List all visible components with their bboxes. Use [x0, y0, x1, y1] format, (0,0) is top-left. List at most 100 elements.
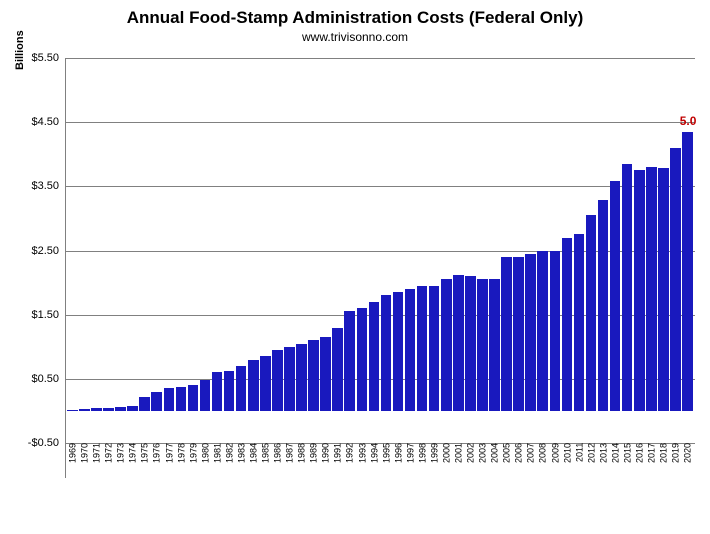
x-tick-label: 2002	[465, 443, 476, 478]
x-tick-label: 1976	[151, 443, 162, 478]
x-tick-label: 1972	[103, 443, 114, 478]
y-tick-label: $2.50	[31, 245, 59, 257]
bar	[646, 167, 657, 411]
bar	[103, 408, 114, 411]
x-tick-label: 2010	[562, 443, 573, 478]
x-tick-label: 2018	[658, 443, 669, 478]
bar	[320, 337, 331, 411]
x-tick-label: 1979	[188, 443, 199, 478]
x-tick-label: 1982	[224, 443, 235, 478]
x-tick-label: 1999	[429, 443, 440, 478]
bar	[393, 292, 404, 411]
bar	[151, 392, 162, 411]
bar	[598, 200, 609, 410]
bar	[610, 181, 621, 411]
x-tick-label: 1980	[200, 443, 211, 478]
x-tick-label: 1991	[332, 443, 343, 478]
bar	[369, 302, 380, 411]
bar	[417, 286, 428, 411]
x-tick-label: 1970	[79, 443, 90, 478]
bar	[127, 406, 138, 411]
bar	[176, 387, 187, 411]
bar	[525, 254, 536, 411]
x-tick-label: 2001	[453, 443, 464, 478]
x-tick-label: 1983	[236, 443, 247, 478]
x-tick-label: 2006	[513, 443, 524, 478]
x-tick-label: 2000	[441, 443, 452, 478]
bar	[332, 328, 343, 411]
x-tick-label: 2007	[525, 443, 536, 478]
bar	[139, 397, 150, 411]
bar	[91, 408, 102, 411]
x-tick-label: 2016	[634, 443, 645, 478]
bar	[586, 215, 597, 411]
y-tick-label: $0.50	[31, 373, 59, 385]
bars-group	[65, 58, 695, 443]
bar	[513, 257, 524, 411]
chart-container: Annual Food-Stamp Administration Costs (…	[0, 0, 710, 534]
x-tick-label: 1997	[405, 443, 416, 478]
x-tick-label: 2019	[670, 443, 681, 478]
y-tick-label: $3.50	[31, 180, 59, 192]
bar	[115, 407, 126, 411]
x-tick-label: 2014	[610, 443, 621, 478]
x-tick-label: 1995	[381, 443, 392, 478]
bar	[357, 308, 368, 411]
y-tick-label: $5.50	[31, 52, 59, 64]
bar	[574, 234, 585, 410]
bar	[164, 388, 175, 410]
x-tick-label: 1973	[115, 443, 126, 478]
bar	[188, 385, 199, 411]
bar	[236, 366, 247, 411]
bar	[284, 347, 295, 411]
x-tick-label: 1981	[212, 443, 223, 478]
x-tick-label: 1990	[320, 443, 331, 478]
x-tick-label: 2012	[586, 443, 597, 478]
x-tick-label: 2011	[574, 443, 585, 478]
x-tick-label: 2003	[477, 443, 488, 478]
x-tick-label: 1994	[369, 443, 380, 478]
chart-title: Annual Food-Stamp Administration Costs (…	[0, 8, 710, 28]
x-tick-label: 1987	[284, 443, 295, 478]
x-tick-label: 1989	[308, 443, 319, 478]
bar	[224, 371, 235, 411]
x-tick-label: 1996	[393, 443, 404, 478]
value-callout: 5.0	[680, 114, 697, 128]
x-tick-label: 2020	[682, 443, 693, 478]
bar	[260, 356, 271, 411]
plot-area: -$0.50$0.50$1.50$2.50$3.50$4.50$5.50 196…	[65, 58, 695, 478]
y-tick-label: $1.50	[31, 309, 59, 321]
bar	[465, 276, 476, 411]
bar	[670, 148, 681, 411]
x-tick-label: 1969	[67, 443, 78, 478]
x-tick-label: 2008	[537, 443, 548, 478]
bar	[79, 409, 90, 411]
bar	[405, 289, 416, 411]
y-axis-label: Billions	[14, 30, 26, 70]
x-tick-label: 1992	[344, 443, 355, 478]
x-tick-label: 2013	[598, 443, 609, 478]
x-tick-label: 1977	[164, 443, 175, 478]
bar	[212, 372, 223, 411]
x-labels-group: 1969197019711972197319741975197619771978…	[65, 443, 695, 478]
x-tick-label: 1974	[127, 443, 138, 478]
bar	[501, 257, 512, 411]
bar	[344, 311, 355, 410]
bar	[272, 350, 283, 411]
bar	[429, 286, 440, 411]
x-tick-label: 1988	[296, 443, 307, 478]
bar	[296, 344, 307, 411]
bar	[634, 170, 645, 411]
x-tick-label: 1985	[260, 443, 271, 478]
bar	[477, 279, 488, 411]
x-tick-label: 2017	[646, 443, 657, 478]
bar	[550, 251, 561, 411]
bar	[489, 279, 500, 411]
x-tick-label: 1978	[176, 443, 187, 478]
bar	[248, 360, 259, 411]
chart-subtitle: www.trivisonno.com	[0, 30, 710, 44]
y-tick-label: $4.50	[31, 116, 59, 128]
bar	[658, 168, 669, 411]
bar	[67, 410, 78, 411]
y-tick-label: -$0.50	[28, 437, 59, 449]
